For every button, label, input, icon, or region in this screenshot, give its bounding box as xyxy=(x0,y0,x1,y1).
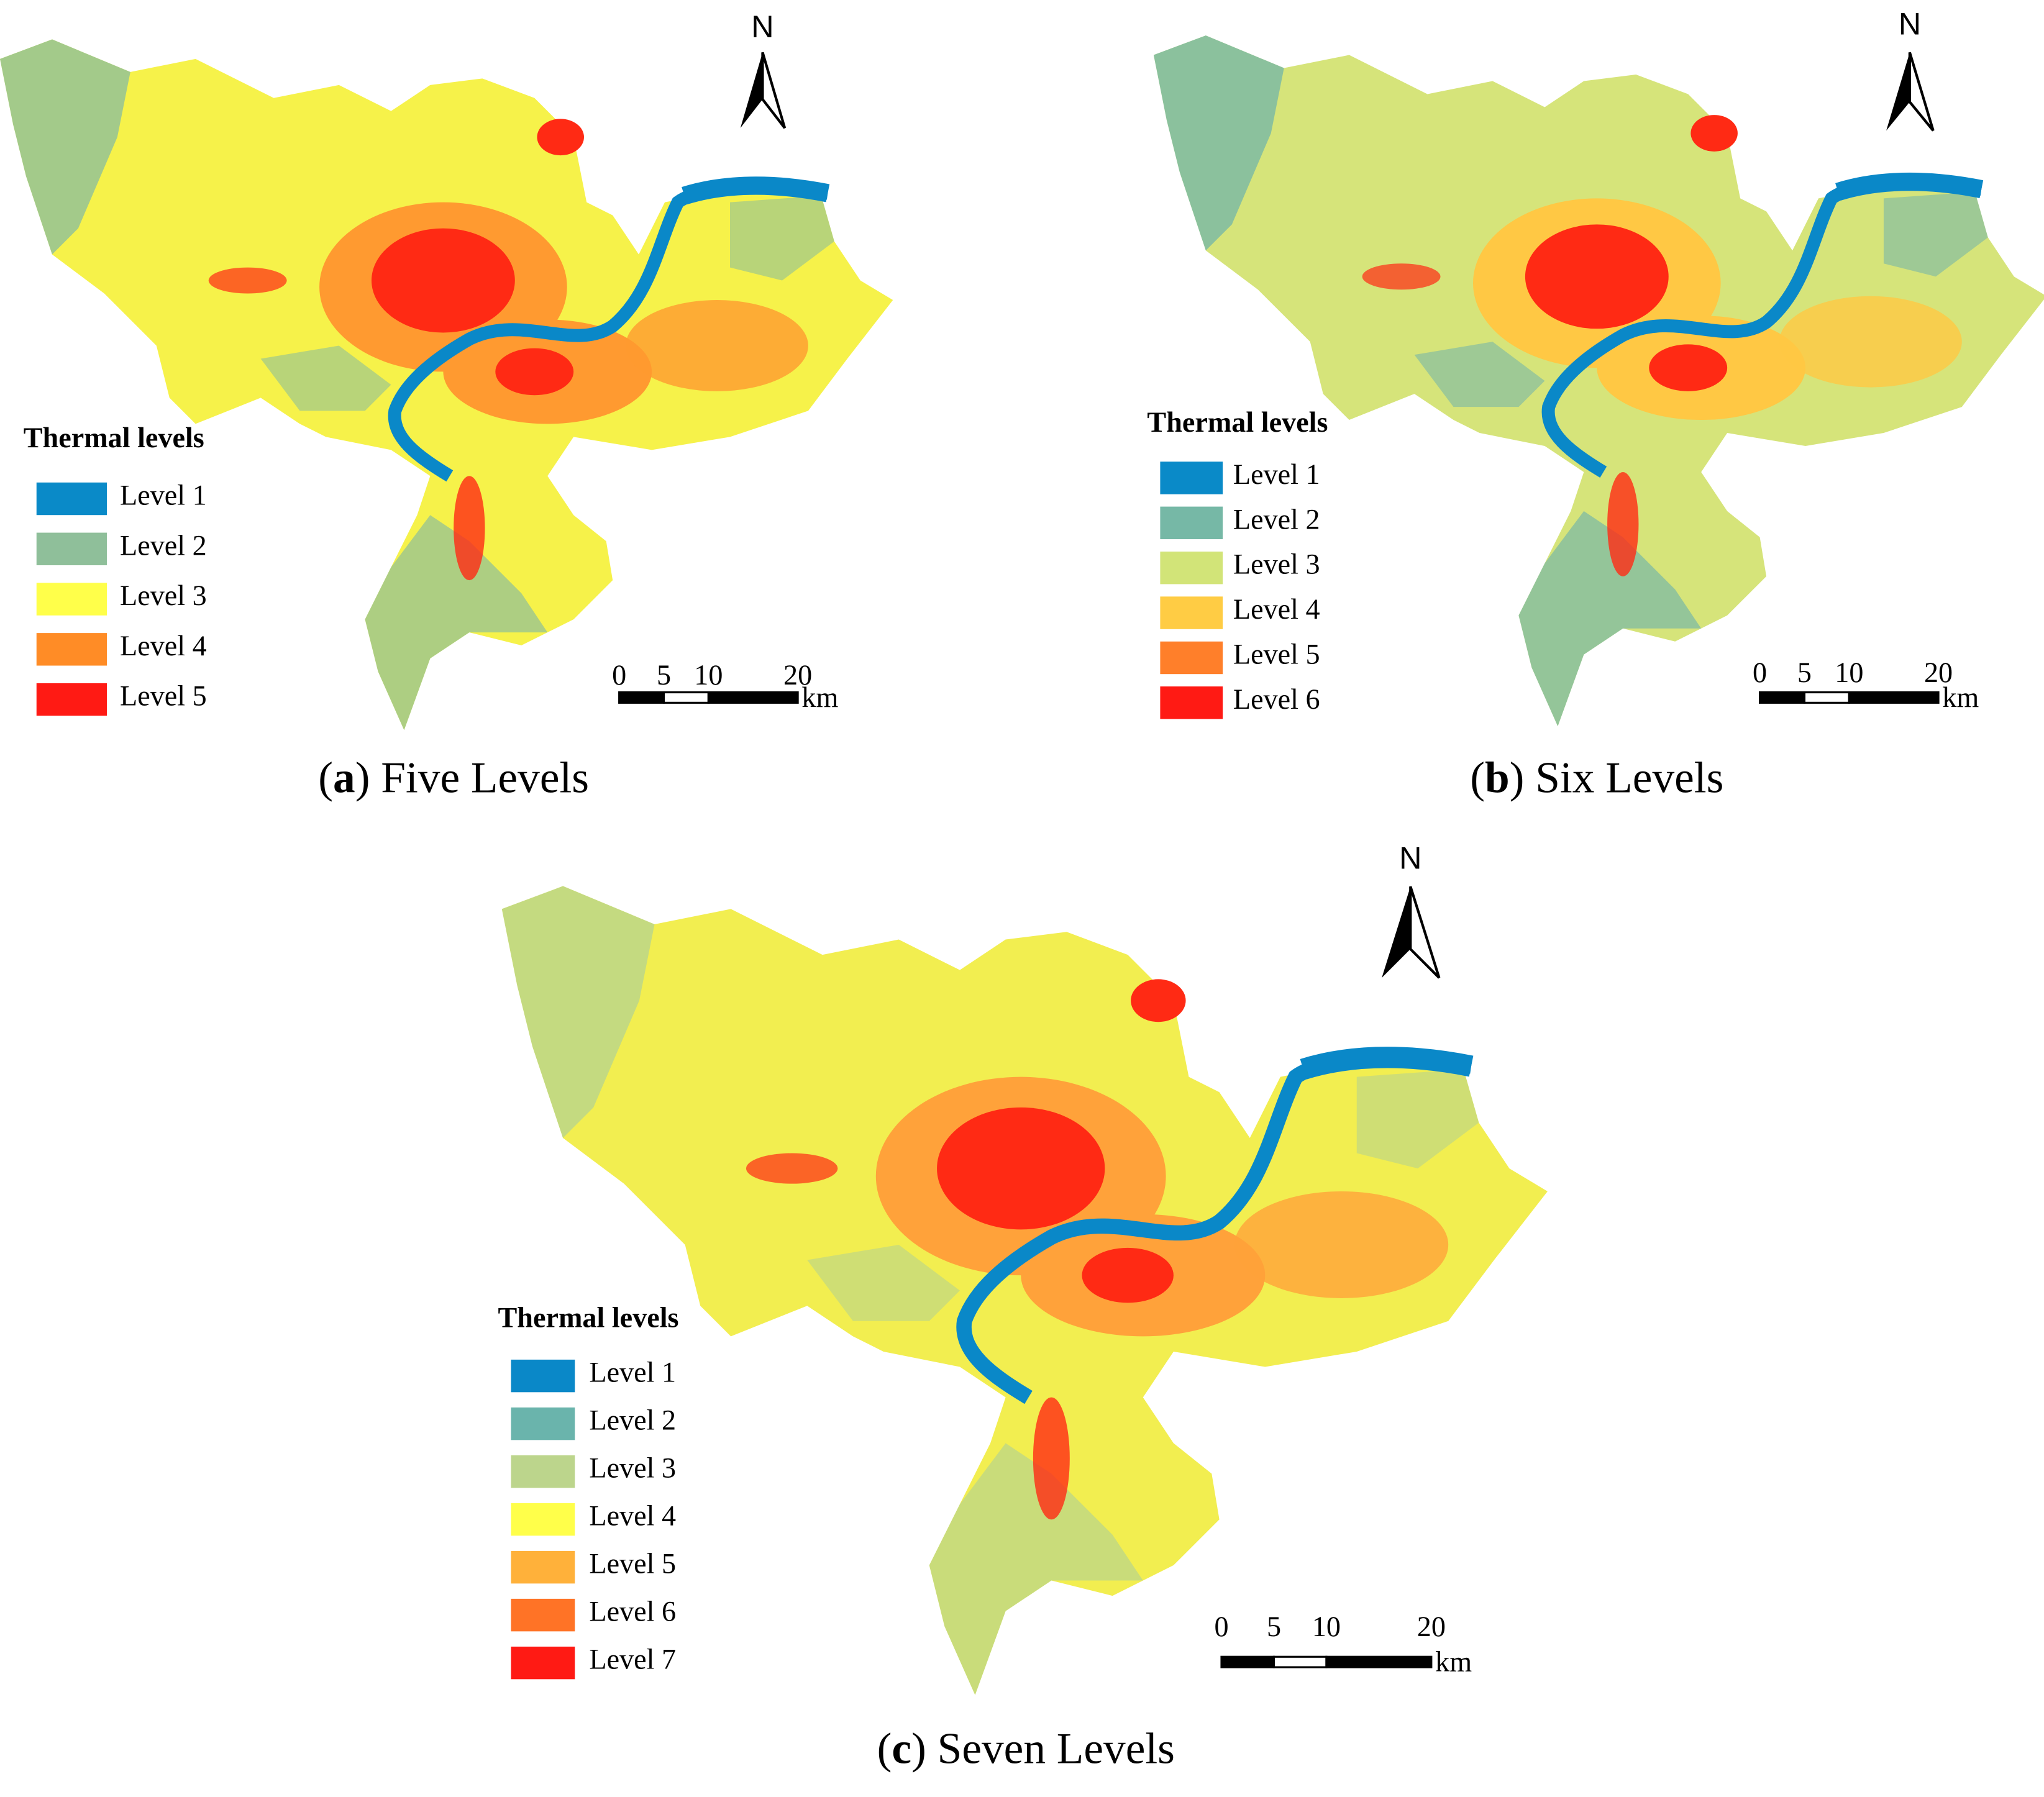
north-arrow-right xyxy=(1409,886,1441,979)
legend-label: Level 2 xyxy=(120,529,207,561)
caption-open: ( xyxy=(318,753,333,803)
legend-title: Thermal levels xyxy=(24,422,204,453)
north-arrow-right xyxy=(761,52,787,129)
legend-title: Thermal levels xyxy=(498,1302,679,1334)
north-arrow-left xyxy=(1886,52,1910,131)
legend-swatch xyxy=(36,683,107,716)
legend-swatch xyxy=(1160,506,1223,540)
legend-swatch xyxy=(1160,641,1223,675)
legend-label: Level 5 xyxy=(120,680,207,712)
legend-swatch xyxy=(36,583,107,616)
scale-tick-label: 10 xyxy=(1312,1611,1341,1642)
caption: (b) Six Levels xyxy=(1470,753,1723,803)
caption-text: ) Seven Levels xyxy=(911,1724,1175,1773)
legend-swatch xyxy=(1160,462,1223,494)
legend-swatch xyxy=(511,1455,575,1488)
legend-label: Level 4 xyxy=(589,1500,676,1532)
scale-segment xyxy=(707,691,799,704)
legend-swatch xyxy=(36,482,107,516)
map-panel: N Thermal levels Level 1 Level 2 Level 3 Leve… xyxy=(1147,6,2044,803)
scale-tick-label: 0 xyxy=(612,659,626,691)
north-arrow-left xyxy=(740,52,763,129)
caption-text: ) Five Levels xyxy=(355,753,589,803)
legend-label: Level 6 xyxy=(589,1596,676,1627)
legend-label: Level 1 xyxy=(589,1357,676,1388)
map-panel: N Thermal levels Level 1 Level 2 Level 3 Leve… xyxy=(0,9,893,803)
legend-swatch xyxy=(36,532,107,566)
legend-swatch xyxy=(511,1503,575,1536)
scale-segment xyxy=(662,691,709,704)
scale-segment xyxy=(1848,691,1940,704)
legend-label: Level 4 xyxy=(120,630,207,662)
legend-label: Level 5 xyxy=(1233,639,1320,670)
legend-label: Level 7 xyxy=(589,1644,676,1675)
legend-swatch xyxy=(511,1646,575,1680)
scale-segment xyxy=(1220,1655,1275,1668)
legend-swatch xyxy=(36,633,107,666)
scale-unit: km xyxy=(1435,1645,1472,1677)
legend-swatch xyxy=(511,1359,575,1393)
scale-tick-label: 0 xyxy=(1753,657,1767,688)
scale-unit: km xyxy=(1942,681,1979,713)
legend-label: Level 4 xyxy=(1233,593,1320,625)
legend-swatch xyxy=(1160,551,1223,585)
scale-segment xyxy=(1803,691,1850,704)
scale-segment xyxy=(1325,1655,1433,1668)
scale-unit: km xyxy=(801,681,838,713)
legend-label: Level 6 xyxy=(1233,683,1320,715)
legend-swatch xyxy=(511,1598,575,1632)
scale-tick-label: 10 xyxy=(694,659,723,691)
legend-swatch xyxy=(1160,596,1223,629)
legend-label: Level 2 xyxy=(1233,503,1320,535)
scale-tick-label: 20 xyxy=(783,659,812,691)
north-label: N xyxy=(751,9,773,44)
scale-segment xyxy=(618,691,665,704)
city-map xyxy=(0,39,893,730)
legend-swatch xyxy=(1160,686,1223,719)
scale-tick-label: 10 xyxy=(1835,657,1863,688)
legend-label: Level 5 xyxy=(589,1548,676,1580)
legend-label: Level 1 xyxy=(120,480,207,511)
scale-tick-label: 5 xyxy=(1267,1611,1281,1642)
caption-open: ( xyxy=(877,1724,892,1773)
scale-tick-label: 5 xyxy=(657,659,671,691)
caption-letter: c xyxy=(892,1724,911,1773)
legend-label: Level 1 xyxy=(1233,458,1320,490)
scale-segment xyxy=(1272,1655,1328,1668)
legend-label: Level 3 xyxy=(120,580,207,611)
north-arrow-right xyxy=(1908,52,1935,132)
caption-text: ) Six Levels xyxy=(1510,753,1724,803)
legend-title: Thermal levels xyxy=(1147,406,1328,438)
north-label: N xyxy=(1899,6,1921,42)
legend-label: Level 2 xyxy=(589,1404,676,1436)
caption: (a) Five Levels xyxy=(318,753,589,803)
caption: (c) Seven Levels xyxy=(877,1724,1175,1773)
legend-label: Level 3 xyxy=(1233,548,1320,580)
scale-segment xyxy=(1759,691,1806,704)
legend-swatch xyxy=(511,1407,575,1440)
caption-letter: a xyxy=(333,753,355,803)
legend-label: Level 3 xyxy=(589,1452,676,1484)
scale-tick-label: 20 xyxy=(1417,1611,1446,1642)
scale-tick-label: 0 xyxy=(1214,1611,1228,1642)
caption-open: ( xyxy=(1470,753,1485,803)
scale-tick-label: 20 xyxy=(1924,657,1953,688)
caption-letter: b xyxy=(1485,753,1510,803)
scale-tick-label: 5 xyxy=(1797,657,1812,688)
legend-swatch xyxy=(511,1550,575,1584)
north-arrow-left xyxy=(1382,886,1411,978)
north-label: N xyxy=(1399,840,1421,876)
map-panel: N Thermal levels Level 1 Level 2 Level 3 Leve… xyxy=(498,840,1548,1773)
